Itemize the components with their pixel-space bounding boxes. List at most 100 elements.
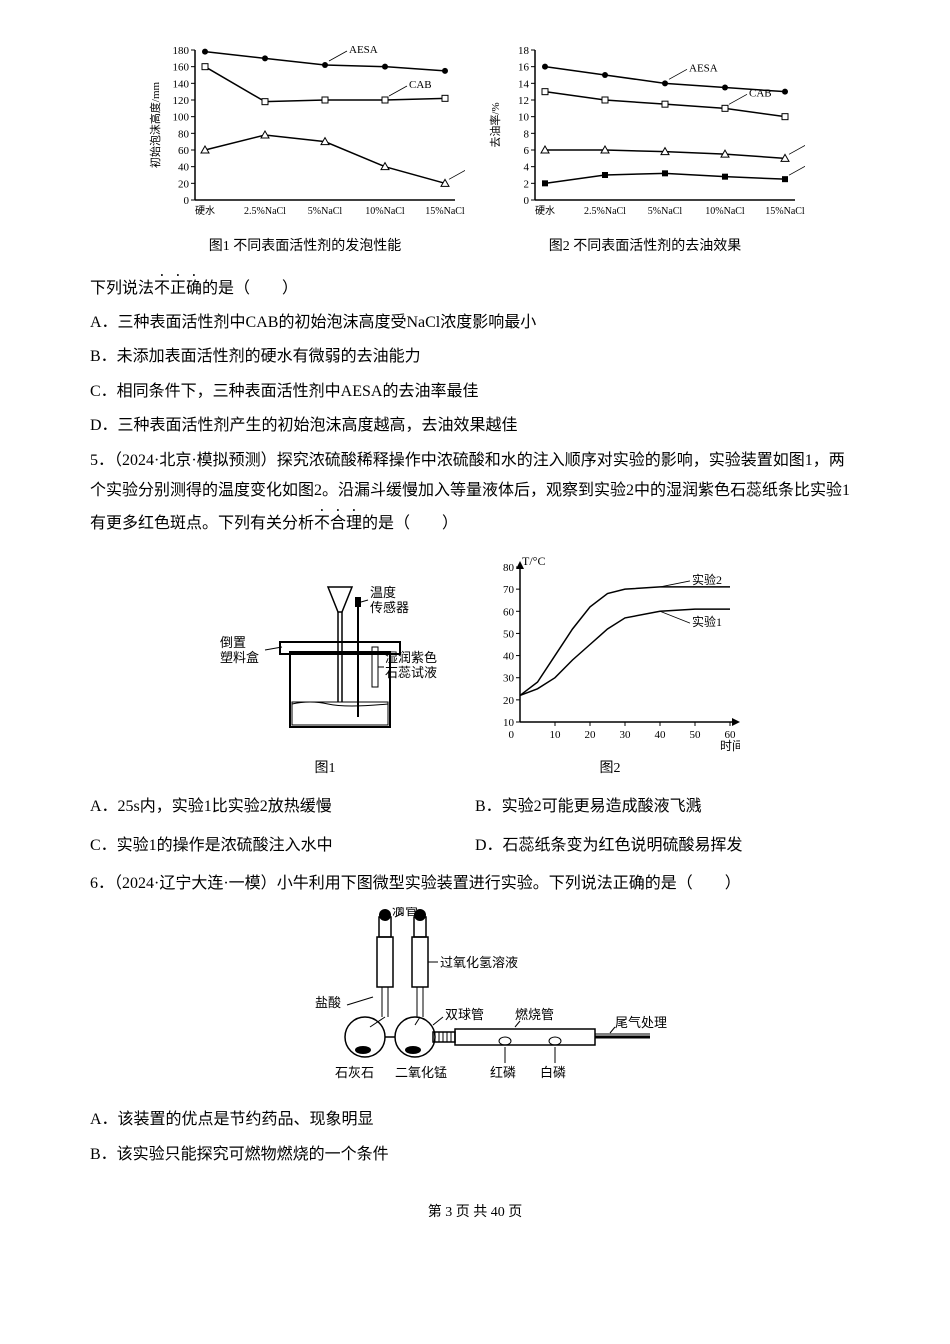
svg-text:70: 70 bbox=[503, 584, 515, 596]
svg-text:0: 0 bbox=[509, 729, 515, 741]
page-footer: 第 3 页 共 40 页 bbox=[90, 1200, 860, 1227]
svg-text:20: 20 bbox=[585, 729, 597, 741]
svg-text:初始泡沫高度/mm: 初始泡沫高度/mm bbox=[148, 81, 162, 168]
q5-options: A．25s内，实验1比实验2放热缓慢 B．实验2可能更易造成酸液飞溅 C．实验1… bbox=[90, 788, 860, 865]
svg-text:40: 40 bbox=[178, 162, 190, 174]
svg-text:燃烧管: 燃烧管 bbox=[515, 1007, 554, 1022]
svg-text:温度: 温度 bbox=[370, 585, 396, 600]
svg-text:16: 16 bbox=[518, 62, 530, 74]
svg-text:二氧化锰: 二氧化锰 bbox=[395, 1065, 447, 1080]
svg-text:10%NaCl: 10%NaCl bbox=[705, 206, 745, 217]
svg-text:60: 60 bbox=[503, 606, 515, 618]
svg-text:时间: 时间 bbox=[720, 739, 740, 752]
svg-text:80: 80 bbox=[503, 562, 515, 574]
svg-text:40: 40 bbox=[503, 650, 515, 662]
q5-option-a: A．25s内，实验1比实验2放热缓慢 bbox=[90, 792, 475, 822]
svg-text:硬水: 硬水 bbox=[535, 205, 555, 217]
q5-diagram1-col: 倒置塑料盒 温度传感器湿润紫色石蕊试液 图1 bbox=[210, 552, 440, 783]
q6-option-a: A．该装置的优点是节约药品、现象明显 bbox=[90, 1105, 860, 1135]
svg-text:50: 50 bbox=[503, 628, 515, 640]
svg-text:过氧化氢溶液: 过氧化氢溶液 bbox=[440, 955, 518, 970]
svg-text:160: 160 bbox=[173, 62, 190, 74]
svg-text:5%NaCl: 5%NaCl bbox=[648, 206, 683, 217]
q5-stem: 5．（2024·北京·模拟预测）探究浓硫酸稀释操作中浓硫酸和水的注入顺序对实验的… bbox=[90, 446, 860, 540]
q5-diagram2-svg: 10203040506070801020304050600T/°C时间实验2实验… bbox=[480, 552, 740, 752]
svg-text:双球管: 双球管 bbox=[445, 1007, 484, 1022]
chart2-svg: 024681012141618硬水2.5%NaCl5%NaCl10%NaCl15… bbox=[485, 40, 805, 230]
svg-text:80: 80 bbox=[178, 128, 190, 140]
svg-text:2.5%NaCl: 2.5%NaCl bbox=[244, 206, 286, 217]
q6-source: （2024·辽宁大连·一模） bbox=[114, 875, 277, 892]
q4-option-b: B．未添加表面活性剂的硬水有微弱的去油能力 bbox=[90, 342, 860, 372]
q6-stem-text: 小牛利用下图微型实验装置进行实验。下列说法正确的是（ ） bbox=[277, 875, 741, 892]
svg-text:白磷: 白磷 bbox=[540, 1065, 566, 1080]
svg-text:石灰石: 石灰石 bbox=[335, 1065, 374, 1080]
svg-text:6: 6 bbox=[524, 145, 530, 157]
q5-diagram2-col: 10203040506070801020304050600T/°C时间实验2实验… bbox=[480, 552, 740, 783]
svg-text:湿润紫色: 湿润紫色 bbox=[385, 650, 437, 665]
q5-option-b: B．实验2可能更易造成酸液飞溅 bbox=[475, 792, 860, 822]
svg-text:180: 180 bbox=[173, 45, 190, 57]
chart2-box: 024681012141618硬水2.5%NaCl5%NaCl10%NaCl15… bbox=[485, 40, 805, 261]
svg-text:2.5%NaCl: 2.5%NaCl bbox=[584, 206, 626, 217]
svg-text:15%NaCl: 15%NaCl bbox=[765, 206, 805, 217]
svg-text:10: 10 bbox=[503, 717, 515, 729]
svg-text:12: 12 bbox=[518, 95, 529, 107]
svg-text:4: 4 bbox=[524, 162, 530, 174]
svg-text:T/°C: T/°C bbox=[522, 554, 545, 568]
svg-text:AESA: AESA bbox=[689, 62, 718, 74]
svg-text:30: 30 bbox=[503, 672, 515, 684]
svg-text:10%NaCl: 10%NaCl bbox=[365, 206, 405, 217]
q4-stem: 下列说法不正确的是（ ） bbox=[90, 271, 860, 304]
q5-stem-emph: 不合理 bbox=[314, 515, 362, 532]
svg-text:30: 30 bbox=[620, 729, 632, 741]
svg-text:实验2: 实验2 bbox=[692, 572, 722, 587]
svg-text:8: 8 bbox=[524, 128, 530, 140]
svg-text:塑料盒: 塑料盒 bbox=[220, 650, 259, 665]
svg-text:0: 0 bbox=[184, 195, 190, 207]
q6-option-b: B．该实验只能探究可燃物燃烧的一个条件 bbox=[90, 1140, 860, 1170]
svg-text:5%NaCl: 5%NaCl bbox=[308, 206, 343, 217]
svg-text:CAB: CAB bbox=[409, 79, 432, 91]
q6-diagram-svg: 滴管盐酸过氧化氢溶液双球管燃烧管尾气处理石灰石二氧化锰红磷白磷 bbox=[255, 907, 695, 1097]
q5-option-d: D．石蕊纸条变为红色说明硫酸易挥发 bbox=[475, 831, 860, 861]
svg-text:140: 140 bbox=[173, 78, 190, 90]
svg-text:AESA: AESA bbox=[349, 44, 378, 56]
q5-diagram1-svg: 倒置塑料盒 温度传感器湿润紫色石蕊试液 bbox=[210, 552, 440, 752]
svg-text:14: 14 bbox=[518, 78, 530, 90]
svg-text:传感器: 传感器 bbox=[370, 600, 409, 615]
q4-stem-prefix: 下列说法 bbox=[90, 280, 154, 297]
svg-text:100: 100 bbox=[173, 112, 190, 124]
svg-text:40: 40 bbox=[655, 729, 667, 741]
q6-stem: 6．（2024·辽宁大连·一模）小牛利用下图微型实验装置进行实验。下列说法正确的… bbox=[90, 869, 860, 899]
svg-text:120: 120 bbox=[173, 95, 190, 107]
svg-text:实验1: 实验1 bbox=[692, 614, 722, 629]
svg-text:CAB: CAB bbox=[749, 87, 772, 99]
q5-diagrams: 倒置塑料盒温度传感器湿润紫色石蕊试液 图1 102030405060708010… bbox=[90, 552, 860, 783]
svg-text:18: 18 bbox=[518, 45, 530, 57]
chart1-box: 0 20 40 60 80 100 120 140 160 180 硬水 2.5%NaCl 5%NaCl… bbox=[145, 40, 465, 261]
q5-diagram1-caption: 图1 bbox=[315, 756, 336, 783]
svg-text:0: 0 bbox=[524, 195, 530, 207]
chart1-caption: 图1 不同表面活性剂的发泡性能 bbox=[209, 234, 402, 261]
q6-number: 6． bbox=[90, 875, 114, 892]
svg-text:60: 60 bbox=[178, 145, 190, 157]
svg-text:盐酸: 盐酸 bbox=[315, 995, 341, 1010]
svg-text:15%NaCl: 15%NaCl bbox=[425, 206, 465, 217]
q5-option-c: C．实验1的操作是浓硫酸注入水中 bbox=[90, 831, 475, 861]
svg-text:20: 20 bbox=[178, 178, 190, 190]
q5-stem-suffix: 的是（ ） bbox=[362, 515, 458, 532]
q4-option-c: C．相同条件下，三种表面活性剂中AESA的去油率最佳 bbox=[90, 377, 860, 407]
svg-text:硬水: 硬水 bbox=[195, 205, 215, 217]
svg-text:10: 10 bbox=[518, 112, 530, 124]
q4-stem-emph: 不正确 bbox=[154, 280, 202, 297]
q5-number: 5． bbox=[90, 452, 114, 469]
charts-row: 020406080100120140160180硬水2.5%NaCl5%NaCl… bbox=[90, 40, 860, 261]
svg-text:倒置: 倒置 bbox=[220, 635, 246, 650]
q5-diagram2-caption: 图2 bbox=[600, 756, 621, 783]
svg-text:50: 50 bbox=[690, 729, 702, 741]
chart2-caption: 图2 不同表面活性剂的去油效果 bbox=[549, 234, 742, 261]
svg-text:20: 20 bbox=[503, 695, 515, 707]
svg-text:石蕊试液: 石蕊试液 bbox=[385, 665, 437, 680]
chart1-svg: 0 20 40 60 80 100 120 140 160 180 硬水 2.5%NaCl 5%NaCl… bbox=[145, 40, 465, 230]
